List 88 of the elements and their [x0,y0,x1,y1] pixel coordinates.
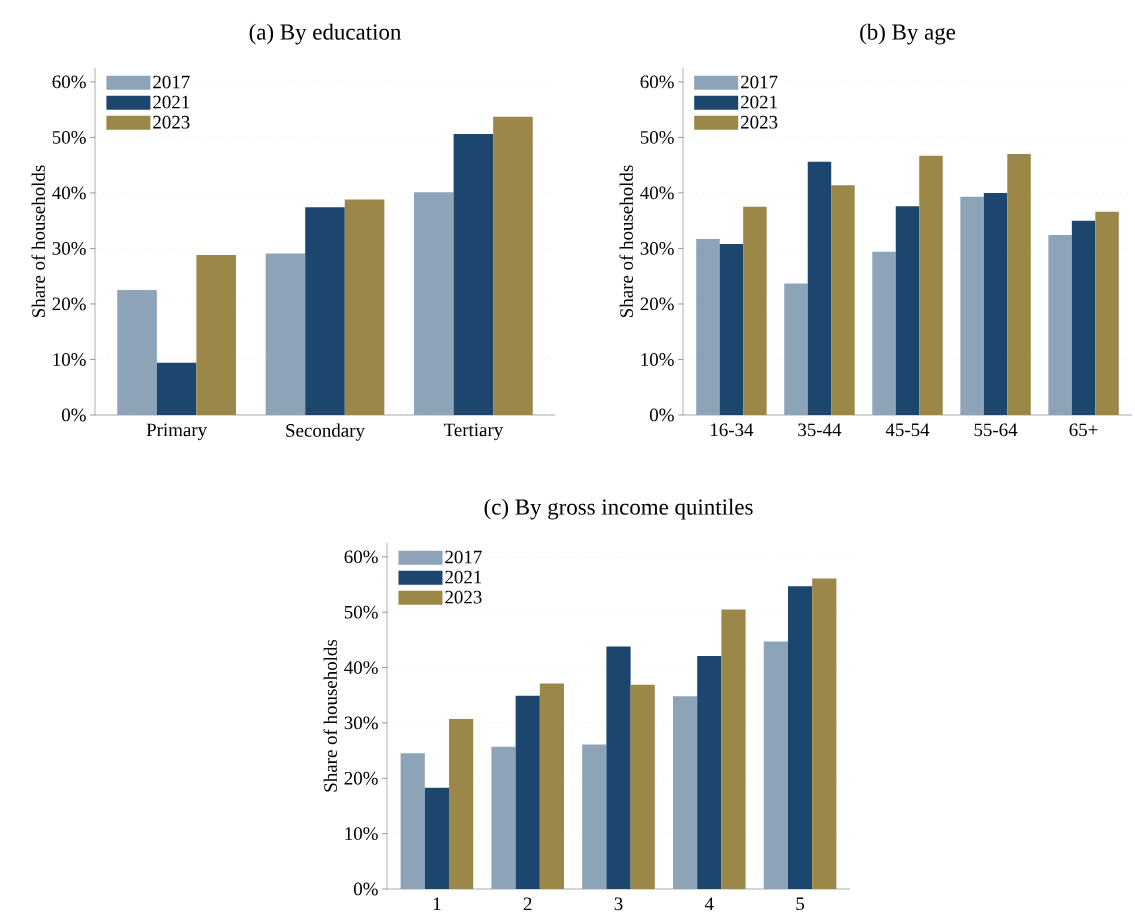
x-tick-label: 65+ [1069,423,1098,437]
bar [787,586,813,889]
bar [117,290,157,415]
bar [895,206,920,415]
y-tick-label: 30% [640,242,674,255]
y-tick-label: 60% [52,75,86,89]
bar [539,683,565,889]
bar [1071,220,1096,415]
legend-label: 2023 [153,115,190,129]
bar [582,744,607,889]
chart-title: (c) By gross income quintiles [484,498,753,520]
bar [493,116,533,415]
bar [807,161,832,415]
y-tick-label: 10% [53,353,86,366]
y-tick-label: 40% [344,661,378,674]
x-tick-label: 2 [523,897,532,911]
bar [1007,154,1031,415]
x-tick-label: 45-54 [885,423,930,437]
x-tick-label: Tertiary [443,423,504,441]
y-tick-label: 40% [52,186,86,200]
legend-label: 2021 [445,570,482,584]
bar [1048,235,1072,415]
chart-title: (b) By age [860,23,956,45]
y-tick-label: 20% [52,297,86,311]
bar [424,787,450,889]
bar [196,255,236,415]
legend-label: 2017 [153,75,190,89]
y-axis-title: Share of households [31,165,45,317]
y-tick-label: 30% [52,242,86,255]
bar [400,753,425,889]
y-tick-label: 0% [61,408,86,422]
x-tick-label: Secondary [286,423,365,441]
x-tick-label: 55-64 [974,423,1018,437]
bar [156,362,197,415]
bar [960,196,984,415]
x-tick-label: 5 [796,897,805,911]
y-tick-label: 50% [52,130,86,144]
bar [743,206,767,415]
bar [449,719,474,889]
legend-label: 2023 [445,590,482,604]
x-tick-label: 35-44 [798,423,842,437]
bar [812,578,837,889]
bar [630,684,655,889]
bar [606,646,631,889]
bar [784,283,808,415]
bar [983,192,1008,415]
legend-label: 2021 [153,95,190,109]
bar [1095,211,1119,415]
x-tick-label: 4 [704,897,714,910]
chart-title: (a) By education [249,23,402,45]
x-tick-label: 3 [614,897,623,911]
bar [515,695,540,889]
y-tick-label: 50% [640,130,674,144]
y-tick-label: 10% [641,353,674,366]
y-tick-label: 20% [344,771,378,785]
y-axis-title: Share of households [619,165,633,317]
legend-label: 2021 [741,95,777,109]
bar [919,155,943,415]
x-tick-label: 1 [433,897,441,911]
y-tick-label: 60% [640,75,674,89]
x-tick-label: 16-34 [711,423,754,437]
bar [414,192,454,415]
bar [696,238,720,415]
bar [265,253,306,415]
bar [672,696,698,889]
bar [721,609,746,889]
y-tick-label: 50% [344,605,378,619]
bar [491,746,516,889]
bar [831,185,855,415]
bar [719,243,744,415]
y-tick-label: 0% [353,882,378,896]
legend-label: 2023 [741,115,778,129]
y-tick-label: 40% [640,186,674,200]
legend-label: 2017 [741,75,778,89]
y-tick-label: 60% [344,550,378,564]
bar [453,134,494,415]
y-tick-label: 20% [640,297,674,311]
y-axis-title: Share of households [323,639,337,792]
bar [697,655,722,889]
y-tick-label: 30% [344,716,378,730]
bar [344,199,385,415]
bar [763,641,788,889]
legend-label: 2017 [445,550,482,564]
bar [872,251,896,415]
x-tick-label: Primary [146,423,208,441]
y-tick-label: 10% [345,827,378,841]
y-tick-label: 0% [649,408,674,422]
bar [305,207,345,415]
